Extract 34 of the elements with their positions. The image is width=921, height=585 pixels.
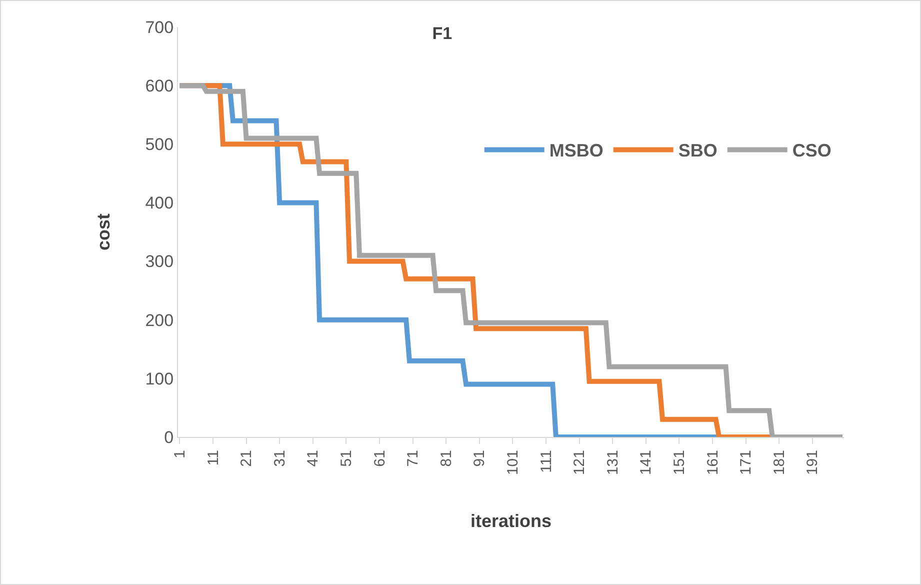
x-tick-label: 1 xyxy=(172,450,189,458)
y-tick-label: 100 xyxy=(145,369,174,388)
x-axis-title: iterations xyxy=(470,511,552,532)
x-tick-label: 131 xyxy=(604,450,622,476)
x-tick-label: 81 xyxy=(438,450,455,467)
x-tick-label: 91 xyxy=(471,450,488,467)
legend-label: MSBO xyxy=(549,140,604,161)
y-tick-label: 500 xyxy=(145,135,174,154)
x-tick-label: 11 xyxy=(204,450,222,466)
x-tick-label: 161 xyxy=(704,450,722,476)
x-tick-label: 31 xyxy=(271,450,288,467)
x-tick-label: 191 xyxy=(804,450,822,476)
x-tick-label: 151 xyxy=(671,450,688,476)
y-axis-title: cost xyxy=(93,213,114,251)
x-tick-label: 171 xyxy=(738,450,755,476)
x-tick-label: 61 xyxy=(371,450,388,467)
y-tick-label: 400 xyxy=(145,194,174,213)
x-tick-label: 121 xyxy=(571,450,588,476)
y-tick-label: 600 xyxy=(145,76,174,96)
x-tick-label: 41 xyxy=(304,450,322,467)
x-tick-label: 51 xyxy=(338,450,356,467)
legend-label: CSO xyxy=(792,140,832,161)
x-tick-label: 141 xyxy=(638,450,655,476)
x-tick-label: 181 xyxy=(770,450,788,476)
x-tick-label: 21 xyxy=(238,450,256,467)
y-tick-label: 700 xyxy=(145,18,174,37)
x-tick-label: 101 xyxy=(504,450,522,476)
chart-title: F1 xyxy=(432,24,452,44)
y-tick-label: 0 xyxy=(164,428,174,447)
x-tick-label: 111 xyxy=(538,450,555,473)
legend-label: SBO xyxy=(678,140,718,161)
y-tick-label: 200 xyxy=(145,310,174,330)
x-tick-label: 71 xyxy=(404,450,422,467)
y-tick-label: 300 xyxy=(145,252,174,272)
